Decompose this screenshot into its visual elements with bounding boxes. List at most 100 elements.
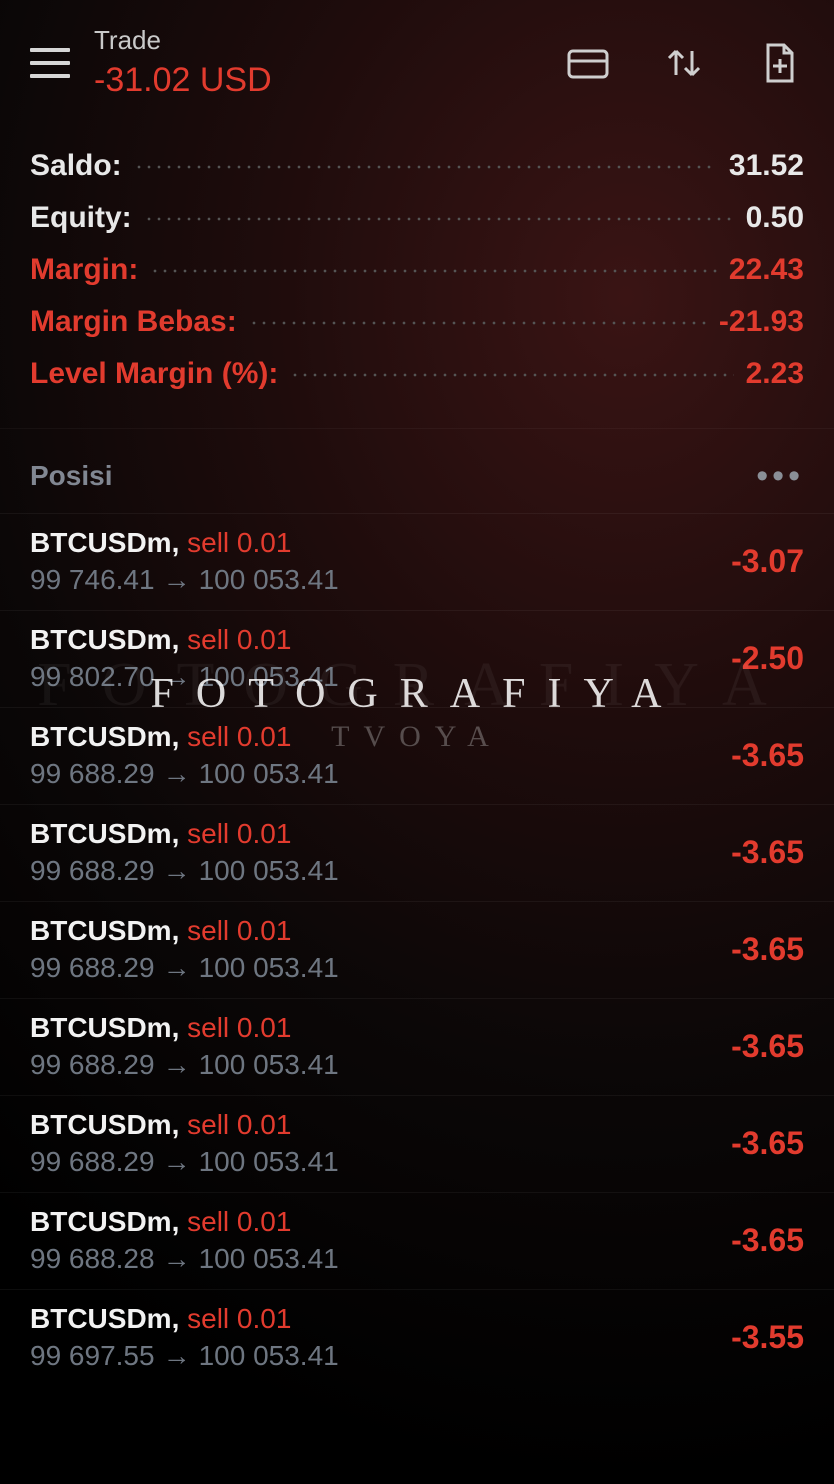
position-line1: BTCUSDm, sell 0.01 [30, 1108, 731, 1142]
summary-value: 31.52 [729, 140, 804, 192]
position-close: 100 053.41 [199, 661, 339, 692]
position-info: BTCUSDm, sell 0.0199 688.29→100 053.41 [30, 817, 731, 887]
position-open: 99 802.70 [30, 661, 155, 692]
summary-row: Equity: 0.50 [30, 192, 804, 244]
arrow-icon: → [155, 1146, 199, 1177]
position-line1: BTCUSDm, sell 0.01 [30, 720, 731, 754]
summary-label: Equity: [30, 192, 132, 244]
positions-section-title: Posisi [30, 460, 112, 492]
position-close: 100 053.41 [199, 758, 339, 789]
position-close: 100 053.41 [199, 1340, 339, 1371]
position-row[interactable]: BTCUSDm, sell 0.0199 688.29→100 053.41-3… [0, 901, 834, 998]
position-pl: -3.65 [731, 1028, 804, 1065]
summary-label: Margin Bebas: [30, 296, 237, 348]
more-icon[interactable]: ••• [756, 459, 804, 493]
position-row[interactable]: BTCUSDm, sell 0.0199 688.29→100 053.41-3… [0, 804, 834, 901]
summary-value: -21.93 [719, 296, 804, 348]
position-info: BTCUSDm, sell 0.01 99 688.29→100 053.41 [30, 1108, 731, 1178]
dotted-leader [144, 197, 734, 227]
arrow-icon: → [155, 564, 199, 595]
position-symbol: BTCUSDm [30, 527, 172, 558]
sort-icon[interactable] [660, 39, 708, 87]
position-close: 100 053.41 [199, 1243, 339, 1274]
position-open: 99 688.29 [30, 1146, 155, 1177]
summary-label: Level Margin (%): [30, 348, 278, 400]
arrow-icon: → [155, 758, 199, 789]
position-line1: BTCUSDm, sell 0.01 [30, 914, 731, 948]
arrow-icon: → [155, 855, 199, 886]
new-order-icon[interactable] [756, 39, 804, 87]
position-line1: BTCUSDm, sell 0.01 [30, 1302, 731, 1336]
position-prices: 99 688.29→100 053.41 [30, 855, 731, 887]
position-symbol: BTCUSDm [30, 624, 172, 655]
position-symbol: BTCUSDm [30, 1303, 172, 1334]
positions-list: BTCUSDm, sell 0.0199 746.41→100 053.41-3… [0, 513, 834, 1386]
position-close: 100 053.41 [199, 952, 339, 983]
position-side: sell 0.01 [187, 624, 291, 655]
position-row[interactable]: BTCUSDm, sell 0.0199 688.28→100 053.41-3… [0, 1192, 834, 1289]
position-pl: -3.65 [731, 834, 804, 871]
position-close: 100 053.41 [199, 1049, 339, 1080]
position-open: 99 697.55 [30, 1340, 155, 1371]
position-symbol: BTCUSDm [30, 818, 172, 849]
position-prices: 99 688.28→100 053.41 [30, 1243, 731, 1275]
position-open: 99 688.29 [30, 855, 155, 886]
position-prices: 99 802.70→100 053.41 [30, 661, 731, 693]
position-row[interactable]: BTCUSDm, sell 0.01 99 697.55→100 053.41-3… [0, 1289, 834, 1386]
arrow-icon: → [155, 952, 199, 983]
positions-section-header: Posisi ••• [0, 428, 834, 513]
header-value: -31.02 USD [94, 60, 272, 101]
position-pl: -3.55 [731, 1319, 804, 1356]
position-row[interactable]: BTCUSDm, sell 0.0199 688.29→100 053.41-3… [0, 1095, 834, 1192]
position-info: BTCUSDm, sell 0.01 99 688.29→100 053.41 [30, 720, 731, 790]
summary-value: 0.50 [746, 192, 804, 244]
position-info: BTCUSDm, sell 0.01 99 746.41→100 053.41 [30, 526, 731, 596]
header-actions [564, 39, 804, 87]
header-title-block: Trade -31.02 USD [94, 25, 272, 101]
position-symbol: BTCUSDm [30, 1109, 172, 1140]
summary-row: Margin Bebas: -21.93 [30, 296, 804, 348]
position-side: sell 0.01 [187, 1206, 291, 1237]
header-title: Trade [94, 25, 272, 56]
dotted-leader [134, 145, 717, 175]
position-row[interactable]: BTCUSDm, sell 0.0199 802.70→100 053.41-2… [0, 610, 834, 707]
position-prices: 99 697.55→100 053.41 [30, 1340, 731, 1372]
position-pl: -3.65 [731, 931, 804, 968]
summary-value: 2.23 [746, 348, 804, 400]
position-info: BTCUSDm, sell 0.0199 688.28→100 053.41 [30, 1205, 731, 1275]
position-close: 100 053.41 [199, 1146, 339, 1177]
position-open: 99 688.29 [30, 1049, 155, 1080]
position-row[interactable]: BTCUSDm, sell 0.01 99 688.29→100 053.41-3… [0, 998, 834, 1095]
position-info: BTCUSDm, sell 0.01 99 697.55→100 053.41 [30, 1302, 731, 1372]
dotted-leader [290, 353, 733, 383]
position-symbol: BTCUSDm [30, 1206, 172, 1237]
position-symbol: BTCUSDm [30, 721, 172, 752]
position-row[interactable]: BTCUSDm, sell 0.0199 746.41→100 053.41-3… [0, 513, 834, 610]
position-prices: 99 688.29→100 053.41 [30, 1049, 731, 1081]
position-prices: 99 688.29→100 053.41 [30, 952, 731, 984]
screen: Trade -31.02 USD [0, 0, 834, 1484]
account-summary: Saldo:31.52Equity:0.50Margin:22.43Margin… [0, 120, 834, 428]
position-open: 99 688.29 [30, 952, 155, 983]
position-pl: -3.07 [731, 543, 804, 580]
summary-label: Margin: [30, 244, 138, 296]
summary-label: Saldo: [30, 140, 122, 192]
position-side: sell 0.01 [187, 818, 291, 849]
position-open: 99 746.41 [30, 564, 155, 595]
position-close: 100 053.41 [199, 564, 339, 595]
header-bar: Trade -31.02 USD [0, 0, 834, 120]
summary-value: 22.43 [729, 244, 804, 296]
position-open: 99 688.29 [30, 758, 155, 789]
position-line1: BTCUSDm, sell 0.01 [30, 1011, 731, 1045]
position-symbol: BTCUSDm [30, 1012, 172, 1043]
arrow-icon: → [155, 1243, 199, 1274]
position-pl: -3.65 [731, 737, 804, 774]
position-side: sell 0.01 [187, 915, 291, 946]
position-row[interactable]: BTCUSDm, sell 0.01 99 688.29→100 053.41 -3… [0, 707, 834, 804]
position-symbol: BTCUSDm [30, 915, 172, 946]
position-prices: 99 746.41→100 053.41 [30, 564, 731, 596]
wallet-icon[interactable] [564, 39, 612, 87]
position-line1: BTCUSDm, sell 0.01 [30, 526, 731, 560]
position-open: 99 688.28 [30, 1243, 155, 1274]
menu-icon[interactable] [30, 48, 70, 78]
